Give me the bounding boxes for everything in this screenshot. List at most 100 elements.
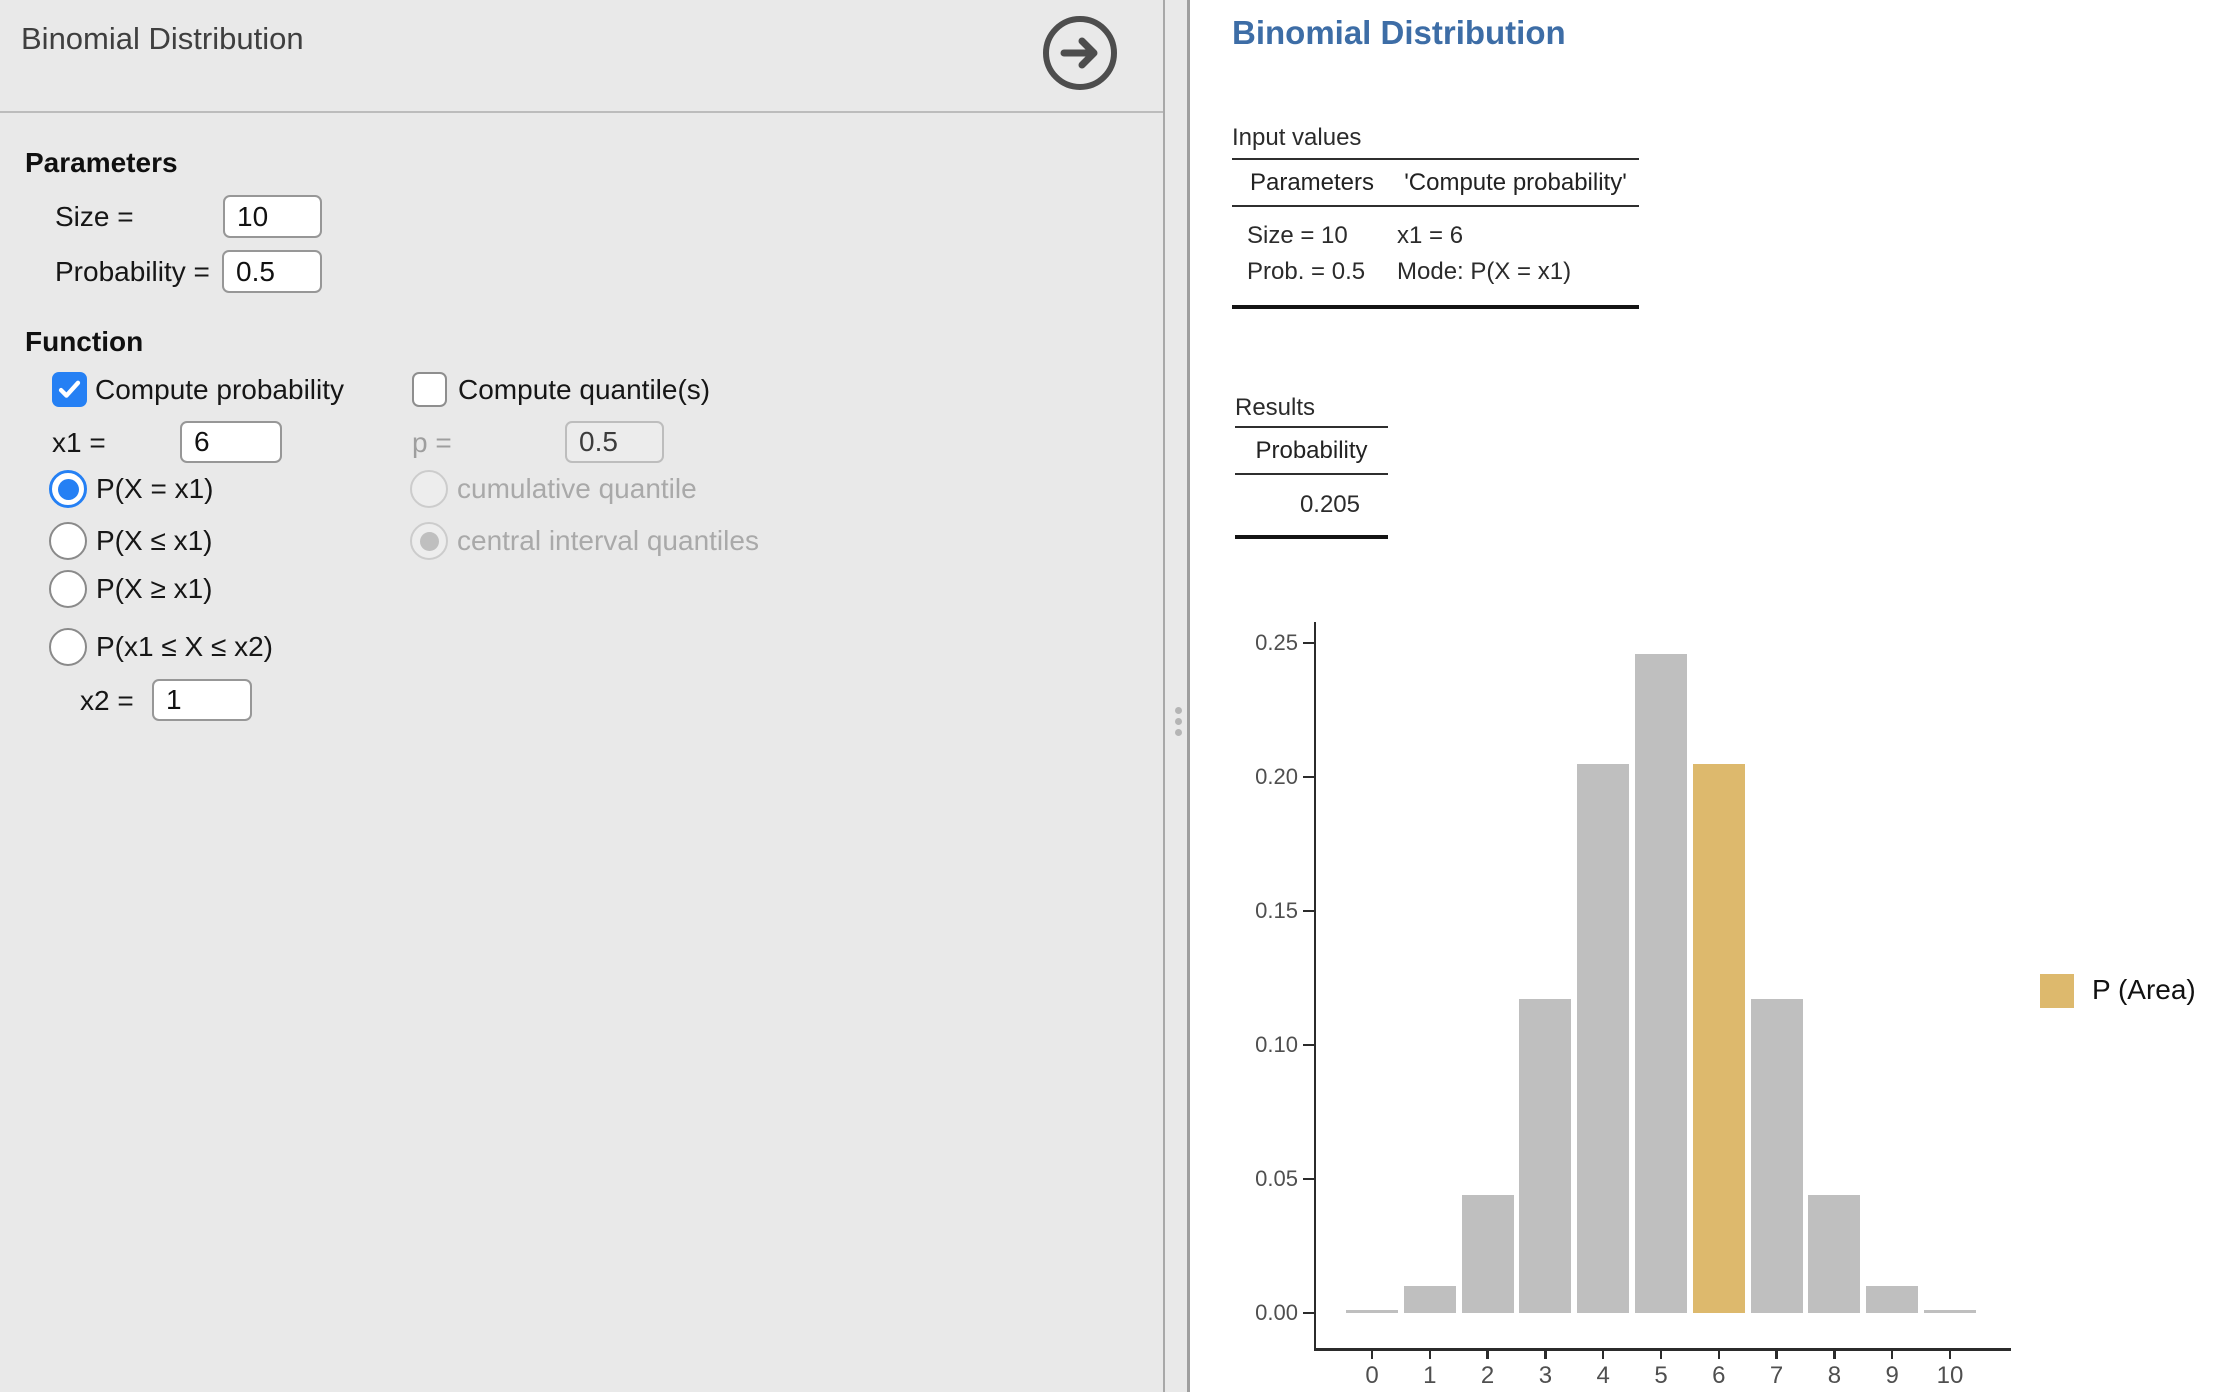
y-tick-label: 0.25 (1255, 630, 1298, 655)
x-axis-tick (1833, 1350, 1836, 1359)
results-title: Binomial Distribution (1232, 14, 1566, 51)
x-axis-tick (1890, 1350, 1894, 1359)
x-axis-tick (1601, 1350, 1605, 1359)
options-panel: Binomial Distribution Parameters Size = … (0, 0, 1163, 1392)
quantile-mode-radio-button (410, 522, 448, 560)
probability-mode-radio-button[interactable] (49, 628, 87, 666)
x-axis-tick (1486, 1350, 1489, 1359)
bar (1808, 1195, 1861, 1313)
results-caption: Results (1235, 394, 1316, 421)
table-row: Prob. = 0.5 Mode: P(X = x1) (1232, 254, 1639, 290)
x-tick-label: 3 (1538, 1362, 1553, 1389)
probability-mode-radio-label: P(X = x1) (96, 473, 214, 504)
y-axis-tick (1303, 1043, 1314, 1047)
table-cell: Mode: P(X = x1) (1397, 258, 1572, 285)
x-tick-label: 5 (1654, 1362, 1668, 1389)
table-cell: x1 = 6 (1397, 222, 1464, 249)
y-axis-tick (1303, 1177, 1314, 1181)
compute-probability-label: Compute probability (95, 374, 345, 405)
quantile-mode-radio-label: cumulative quantile (457, 473, 697, 504)
quantile-mode-radio-label: central interval quantiles (457, 525, 759, 556)
bar (1635, 653, 1687, 1313)
input-values-table: Parameters 'Compute probability' Size = … (1232, 158, 1639, 309)
x-tick-label: 6 (1712, 1362, 1726, 1389)
bar (1924, 1310, 1976, 1313)
column-header: 'Compute probability' (1404, 169, 1627, 196)
probability-result-value: 0.205 (1299, 491, 1360, 518)
y-axis-tick (1303, 909, 1314, 913)
table-cell: Prob. = 0.5 (1247, 258, 1366, 285)
x-axis-tick (1370, 1350, 1374, 1359)
bar (1750, 999, 1803, 1313)
x1-input[interactable] (180, 421, 282, 463)
table-row: 0.205 (1235, 475, 1388, 535)
x2-input[interactable] (152, 679, 252, 721)
function-heading: Function (25, 326, 144, 357)
size-input[interactable] (223, 195, 322, 238)
splitter-grip-icon (1175, 707, 1182, 714)
x-axis-tick (1659, 1350, 1663, 1359)
compute-quantiles-checkbox[interactable] (412, 372, 447, 407)
bar (1461, 1195, 1514, 1313)
table-header-row: Parameters 'Compute probability' (1232, 160, 1639, 207)
probability-mode-option[interactable]: P(x1 ≤ X ≤ x2) (49, 628, 273, 666)
results-panel: Binomial Distribution Input values Param… (1190, 0, 2234, 1392)
x-tick-label: 10 (1936, 1362, 1964, 1389)
bar-highlighted (1692, 763, 1745, 1313)
x-axis-tick (1544, 1350, 1547, 1359)
compute-probability-checkbox[interactable] (52, 372, 87, 407)
bar (1403, 1286, 1456, 1313)
probability-mode-radio-label: P(X ≤ x1) (96, 525, 213, 556)
probability-mode-radio-button[interactable] (49, 522, 87, 560)
probability-mode-radio-button[interactable] (49, 570, 87, 608)
splitter-grip-icon (1175, 729, 1182, 736)
x-tick-label: 1 (1423, 1362, 1437, 1389)
probability-mode-radio-button[interactable] (49, 470, 87, 508)
probability-mode-radio-label: P(x1 ≤ X ≤ x2) (96, 631, 273, 662)
x-tick-label: 0 (1365, 1362, 1379, 1389)
bar (1866, 1286, 1919, 1313)
y-tick-label: 0.00 (1255, 1300, 1298, 1325)
p-label: p = (412, 427, 452, 458)
distribution-bar-chart: 0.00 0.05 0.10 0.15 0.20 0.25 0 1 2 3 4 5 6 7 8 9 10 P (A… (1190, 0, 2234, 1392)
column-header: Probability (1255, 437, 1368, 464)
panel-splitter[interactable] (1163, 0, 1190, 1392)
bar (1519, 999, 1572, 1313)
probability-mode-option[interactable]: P(X ≥ x1) (49, 570, 213, 608)
x-axis-tick (1775, 1350, 1778, 1359)
y-tick-label: 0.20 (1255, 764, 1298, 789)
x-tick-label: 2 (1480, 1362, 1495, 1389)
probability-input[interactable] (222, 250, 322, 293)
probability-label: Probability = (55, 256, 210, 287)
legend-label: P (Area) (2092, 974, 2196, 1005)
table-header-row: Probability (1235, 428, 1388, 475)
x-tick-label: 7 (1769, 1362, 1784, 1389)
x-tick-label: 4 (1596, 1362, 1610, 1389)
column-header: Parameters (1249, 169, 1375, 196)
input-values-caption: Input values (1232, 124, 1362, 151)
results-table: Probability 0.205 (1235, 426, 1388, 539)
parameters-heading: Parameters (25, 147, 178, 178)
quantile-mode-radio-button (410, 470, 448, 508)
splitter-grip-icon (1175, 718, 1182, 725)
bar (1346, 1310, 1398, 1313)
p-input (565, 421, 664, 463)
x-axis-tick (1428, 1350, 1432, 1359)
y-tick-label: 0.15 (1255, 898, 1298, 923)
options-panel-header: Binomial Distribution (0, 0, 1163, 113)
collapse-panel-button[interactable] (1040, 13, 1120, 93)
x-axis-tick (1948, 1350, 1952, 1359)
probability-mode-option[interactable]: P(X = x1) (49, 470, 213, 508)
x1-label: x1 = (52, 427, 106, 458)
y-axis-tick (1303, 775, 1314, 779)
y-axis-line (1313, 622, 1316, 1348)
y-axis-tick (1303, 641, 1314, 645)
x2-label: x2 = (80, 685, 134, 716)
y-tick-label: 0.10 (1255, 1032, 1298, 1057)
compute-quantiles-label: Compute quantile(s) (458, 374, 711, 405)
probability-mode-option[interactable]: P(X ≤ x1) (49, 522, 213, 560)
table-row: Size = 10 x1 = 6 (1232, 218, 1639, 254)
y-axis-tick (1303, 1311, 1314, 1315)
legend-area-swatch (2040, 974, 2074, 1008)
